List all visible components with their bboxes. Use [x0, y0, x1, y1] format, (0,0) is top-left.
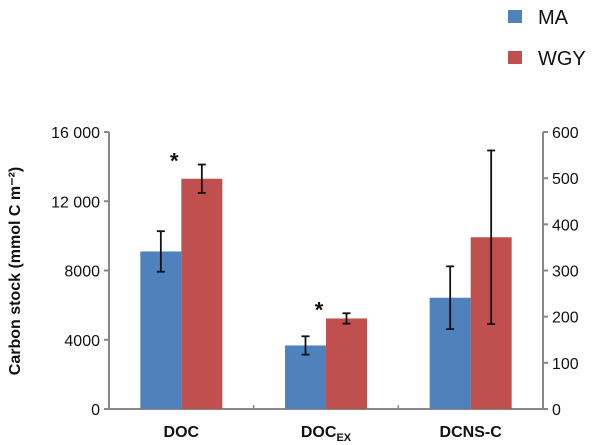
significance-mark: *	[315, 297, 324, 322]
right-tick-label: 300	[552, 264, 579, 281]
left-tick-label: 16 000	[51, 125, 100, 142]
bar-ma	[285, 345, 326, 409]
bar-wgy	[181, 178, 223, 409]
legend-label-ma: MA	[538, 7, 569, 29]
right-tick-label: 600	[552, 125, 579, 142]
right-tick-label: 200	[552, 310, 579, 327]
category-label: DCNS-C	[440, 424, 503, 441]
bars	[140, 149, 512, 409]
right-tick-label: 0	[552, 402, 561, 419]
legend-swatch-wgy	[508, 51, 522, 64]
category-label: DOCEX	[301, 424, 352, 444]
bar-ma	[140, 251, 182, 409]
left-tick-label: 4000	[64, 333, 100, 350]
significance-mark: *	[170, 149, 179, 174]
right-tick-label: 400	[552, 217, 579, 234]
legend-swatch-ma	[508, 10, 522, 23]
category-subscript: EX	[336, 432, 351, 444]
legend-label-wgy: WGY	[538, 48, 586, 70]
category-label: DOC	[164, 424, 200, 441]
left-tick-label: 12 000	[51, 194, 100, 211]
legend: MA WGY	[508, 7, 586, 70]
bar-wgy	[326, 318, 367, 409]
left-tick-label: 8000	[64, 264, 100, 281]
right-tick-label: 100	[552, 356, 579, 373]
left-tick-label: 0	[91, 402, 100, 419]
y-axis-label: Carbon stock (mmol C m⁻²)	[7, 167, 24, 375]
right-tick-label: 500	[552, 171, 579, 188]
